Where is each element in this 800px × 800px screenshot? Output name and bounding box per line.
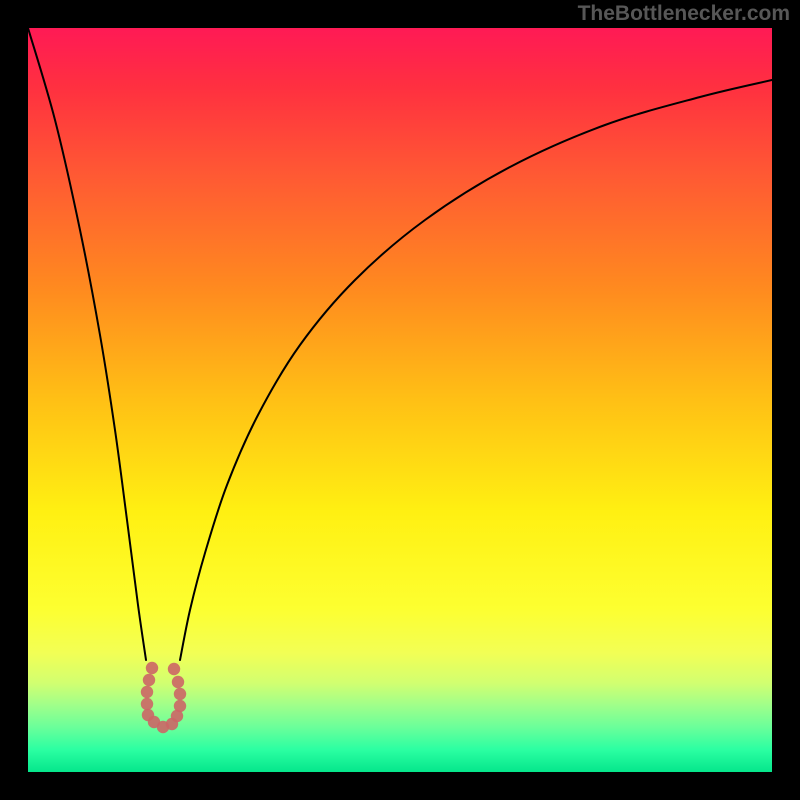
chart-plot-area: [28, 28, 772, 772]
marker-point: [168, 663, 180, 675]
marker-point: [146, 662, 158, 674]
marker-point: [141, 698, 153, 710]
marker-group: [141, 662, 186, 733]
marker-point: [172, 676, 184, 688]
marker-point: [174, 700, 186, 712]
marker-point: [174, 688, 186, 700]
chart-svg: [28, 28, 772, 772]
marker-point: [143, 674, 155, 686]
watermark-text: TheBottlenecker.com: [578, 2, 790, 26]
bottleneck-curve-right: [180, 80, 772, 660]
marker-point: [141, 686, 153, 698]
bottleneck-curve-left: [28, 28, 146, 660]
